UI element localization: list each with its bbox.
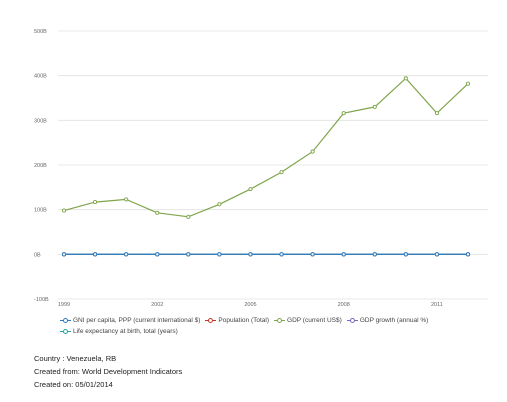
data-point [310,252,315,257]
data-point [61,252,67,257]
legend-label: Population (Total) [218,317,270,324]
x-tick-label: 2008 [338,302,350,308]
data-point [434,252,439,257]
data-point [155,210,160,215]
data-point [341,111,346,116]
legend: GNI per capita, PPP (current internation… [60,316,500,338]
data-point [186,252,191,257]
series-lines [63,77,469,255]
legend-swatch [60,328,71,335]
data-point [155,252,160,257]
series-points [61,76,471,257]
legend-item[interactable]: GDP growth (annual %) [346,316,429,325]
y-tick-label: -100B [34,297,49,303]
data-point [93,252,98,257]
footer-info: Country : Venezuela, RB Created from: Wo… [34,352,182,391]
data-point [124,197,129,202]
x-tick-label: 2002 [151,302,163,308]
series-line [63,77,469,218]
data-point [403,76,408,81]
data-point [93,200,98,205]
legend-item[interactable]: GNI per capita, PPP (current internation… [60,316,200,325]
data-point [310,149,315,154]
y-tick-label: 400B [34,74,47,80]
data-point [372,104,377,109]
created-date-label: Created on: 05/01/2014 [34,380,113,389]
x-tick-label: 2005 [244,302,256,308]
data-point [124,252,129,257]
legend-swatch [274,317,286,324]
country-label: Country : Venezuela, RB [34,354,117,363]
y-tick-label: 0B [34,252,41,258]
legend-label: GDP growth (annual %) [359,317,429,324]
legend-swatch [205,317,217,324]
y-tick-label: 200B [34,163,47,169]
data-point [465,81,471,86]
data-point [403,252,408,257]
legend-item[interactable]: Life expectancy at birth, total (years) [60,327,178,336]
gridlines [58,30,488,300]
y-tick-label: 300B [34,118,47,124]
legend-item[interactable]: Population (Total) [205,316,269,325]
legend-swatch [346,317,358,324]
y-tick-label: 500B [34,29,47,35]
line-chart: 500B 400B 300B 200B 100B 0B -100B 1999 2002 2005… [34,29,488,308]
x-axis-tick-labels: 1999 2002 2005 2008 2011 [58,302,443,308]
legend-item[interactable]: GDP (current US$) [274,316,342,325]
data-point [61,208,67,213]
legend-label: Life expectancy at birth, total (years) [73,328,178,335]
y-tick-label: 100B [34,208,47,214]
data-point [279,170,284,175]
data-point [217,202,222,207]
legend-swatch [60,317,71,324]
x-tick-label: 2011 [431,302,443,308]
data-point [217,252,222,257]
source-label: Created from: World Development Indicato… [34,367,183,376]
data-point [465,252,471,257]
y-axis-tick-labels: 500B 400B 300B 200B 100B 0B -100B [34,29,49,303]
data-point [434,111,439,116]
x-tick-label: 1999 [58,302,70,308]
legend-label: GDP (current US$) [287,317,342,324]
data-point [248,252,253,257]
data-point [279,252,284,257]
data-point [248,187,253,192]
data-point [341,252,346,257]
data-point [372,252,377,257]
legend-label: GNI per capita, PPP (current internation… [73,317,201,324]
data-point [186,214,191,219]
